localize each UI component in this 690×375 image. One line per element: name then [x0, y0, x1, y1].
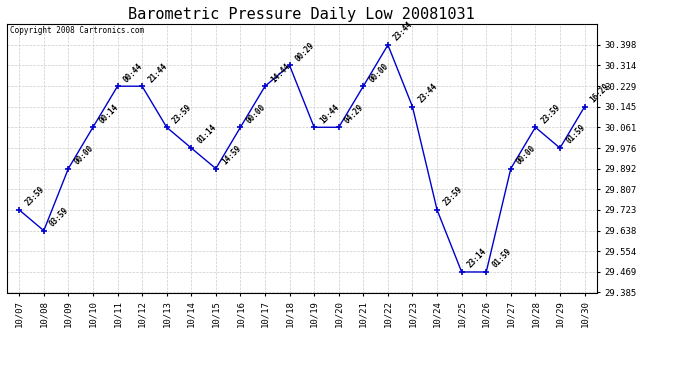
- Text: 03:59: 03:59: [48, 206, 70, 228]
- Title: Barometric Pressure Daily Low 20081031: Barometric Pressure Daily Low 20081031: [128, 7, 475, 22]
- Text: 00:14: 00:14: [97, 102, 120, 125]
- Text: 14:59: 14:59: [220, 144, 243, 166]
- Text: 16:29: 16:29: [589, 82, 611, 105]
- Text: 00:29: 00:29: [294, 40, 317, 63]
- Text: 23:59: 23:59: [171, 102, 194, 125]
- Text: 19:44: 19:44: [318, 102, 341, 125]
- Text: 00:44: 00:44: [121, 62, 144, 84]
- Text: 23:59: 23:59: [540, 102, 562, 125]
- Text: 23:44: 23:44: [392, 20, 415, 43]
- Text: 23:44: 23:44: [417, 82, 440, 105]
- Text: 00:00: 00:00: [515, 144, 538, 166]
- Text: Copyright 2008 Cartronics.com: Copyright 2008 Cartronics.com: [10, 26, 144, 35]
- Text: 14:44: 14:44: [269, 62, 292, 84]
- Text: 01:59: 01:59: [491, 247, 513, 270]
- Text: 23:59: 23:59: [23, 185, 46, 208]
- Text: 04:29: 04:29: [343, 102, 366, 125]
- Text: 00:00: 00:00: [244, 102, 267, 125]
- Text: 23:14: 23:14: [466, 247, 489, 270]
- Text: 01:59: 01:59: [564, 123, 587, 146]
- Text: 01:14: 01:14: [195, 123, 218, 146]
- Text: 00:00: 00:00: [72, 144, 95, 166]
- Text: 21:44: 21:44: [146, 62, 169, 84]
- Text: 00:00: 00:00: [368, 62, 391, 84]
- Text: 23:59: 23:59: [441, 185, 464, 208]
